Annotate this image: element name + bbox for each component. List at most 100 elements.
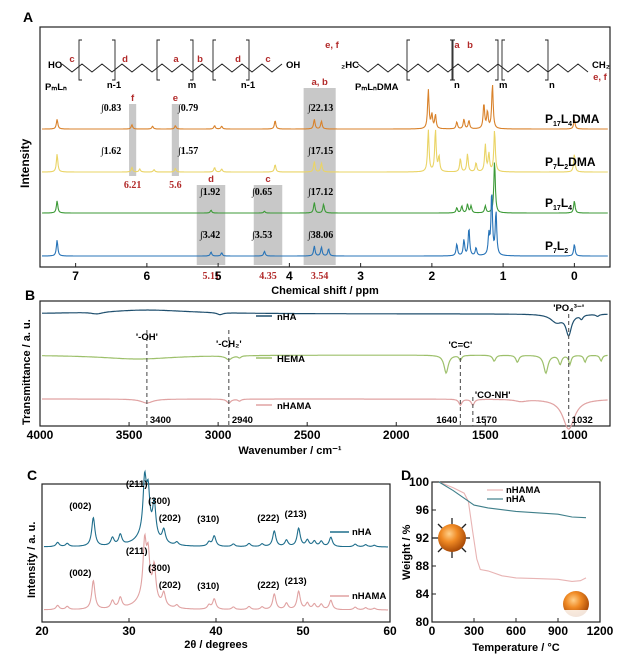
nanoparticle-grafted-icon [432,518,470,558]
region-label: c [265,174,270,185]
tga-line-nHA [438,481,587,519]
integral-label: ∫17.15 [307,146,333,157]
x-tick-label: 20 [35,624,49,638]
legend-label-nHA: nHA [277,312,297,323]
site-label-d: d [235,54,241,65]
site-label-c: c [265,54,270,65]
ftir-line-nHAMA [42,398,608,430]
tga-x-axis-label: Temperature / °C [472,642,559,654]
repeat-unit-label: m [188,80,196,91]
repeat-bracket-close [495,39,499,81]
annotation-label: 'C=C' [448,340,472,351]
shift-label: 5.6 [169,180,182,191]
panel-c-frame [41,483,391,623]
x-tick-label: 2000 [383,428,410,442]
x-tick-label: 4000 [27,428,54,442]
annotation-value: 1640 [436,415,457,426]
panel-letter-c: C [27,467,37,483]
y-tick-label: 84 [416,587,430,601]
xrd-y-axis-label: Intensity / a. u. [26,522,38,598]
legend-label-nHA: nHA [506,494,526,505]
repeat-bracket-close [112,39,116,81]
x-tick-label: 60 [383,624,397,638]
integral-label: ∫17.12 [307,187,333,198]
integral-label: ∫1.62 [100,146,121,157]
x-tick-label: 900 [548,624,568,638]
annotation-value: 2940 [232,415,253,426]
y-tick-label: 88 [416,559,430,573]
series-label-P17L4DMA: P17L4DMA [545,112,600,128]
nmr-x-axis-label: Chemical shift / ppm [271,285,379,297]
peak-label: (300) [148,563,170,574]
peak-label: (222) [257,513,279,524]
repeat-unit-label: n-1 [107,80,122,91]
panel-letter-b: B [25,287,35,303]
peak-label: (310) [197,581,219,592]
peak-label: (300) [148,496,170,507]
integral-label: ∫0.79 [177,103,198,114]
peak-label: (310) [197,514,219,525]
x-tick-label: 5 [215,269,222,283]
integral-label: ∫38.06 [307,230,333,241]
site-label-d: d [122,54,128,65]
repeat-bracket-open [451,39,455,81]
repeat-bracket-close [450,39,454,81]
integral-label: ∫0.83 [100,103,121,114]
peak-label: (202) [159,580,181,591]
structure-name-pmlndma: PₘLₙDMA [355,82,399,93]
spectrum-line-P17L4 [42,162,608,214]
series-label-P7L2DMA: P7L2DMA [545,155,596,171]
x-tick-label: 1200 [587,624,614,638]
x-tick-label: 0 [429,624,436,638]
tga-y-axis-label: Weight / % [401,524,413,580]
integral-label: ∫1.57 [177,146,198,157]
x-tick-label: 6 [144,269,151,283]
legend-label-nHAMA: nHAMA [352,591,386,602]
end-group-label: HO [48,60,62,71]
ftir-y-axis-label: Transmittance / a. u. [21,319,33,425]
ftir-line-HEMA [42,354,608,375]
x-tick-label: 3500 [116,428,143,442]
shift-label: 6.21 [124,180,142,191]
repeat-unit-label: n-1 [241,80,256,91]
annotation-label: '-CH₂' [216,339,242,350]
x-tick-label: 0 [571,269,578,283]
end-group-label: OH [286,60,300,71]
legend-label-nHAMA: nHAMA [277,401,311,412]
peak-label: (202) [159,513,181,524]
nanoparticle-bare-icon [562,591,590,618]
x-tick-label: 50 [296,624,310,638]
repeat-bracket-open [212,39,216,81]
legend-label-nHA: nHA [352,527,372,538]
x-tick-label: 7 [72,269,79,283]
annotation-value: 1570 [476,415,497,426]
site-label-a: a [173,54,179,65]
repeat-unit-label: n [454,80,460,91]
x-tick-label: 1 [500,269,507,283]
highlight-region [253,185,283,265]
annotation-label: '-OH' [136,332,158,343]
panel-letter-a: A [23,9,33,25]
annotation-value: 1032 [572,415,593,426]
repeat-bracket-open [406,39,410,81]
region-label: a, b [311,77,328,88]
repeat-bracket-open [78,39,82,81]
annotation-label: 'PO₄³⁻' [553,303,584,314]
peak-label: (002) [69,568,91,579]
highlight-region [303,88,336,265]
structure-name-pmln: PₘLₙ [45,82,67,93]
x-tick-label: 2500 [294,428,321,442]
site-label-a: a [454,40,460,51]
region-label: d [208,174,214,185]
site-label-b: b [197,54,203,65]
site-label-ef: e, f [325,40,340,51]
highlight-regions: f 6.21 e 5.6 d 5.11 c 4.35 a, b 3.54 [124,77,336,282]
panel-b: B nHA HEMA nHAMA '-OH' 3400 '-CH₂' 2940 'C=C' 1… [21,287,611,457]
ftir-line-nHA [42,309,608,337]
tga-line-nHAMA [438,481,587,582]
repeat-bracket-open [501,39,505,81]
peak-label: (211) [126,546,148,557]
